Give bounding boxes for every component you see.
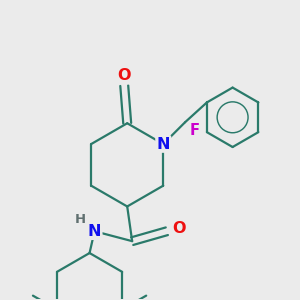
Text: N: N: [157, 136, 170, 152]
Text: H: H: [75, 213, 86, 226]
Text: O: O: [118, 68, 131, 83]
Text: N: N: [88, 224, 101, 239]
Text: F: F: [190, 123, 200, 138]
Text: O: O: [172, 221, 185, 236]
